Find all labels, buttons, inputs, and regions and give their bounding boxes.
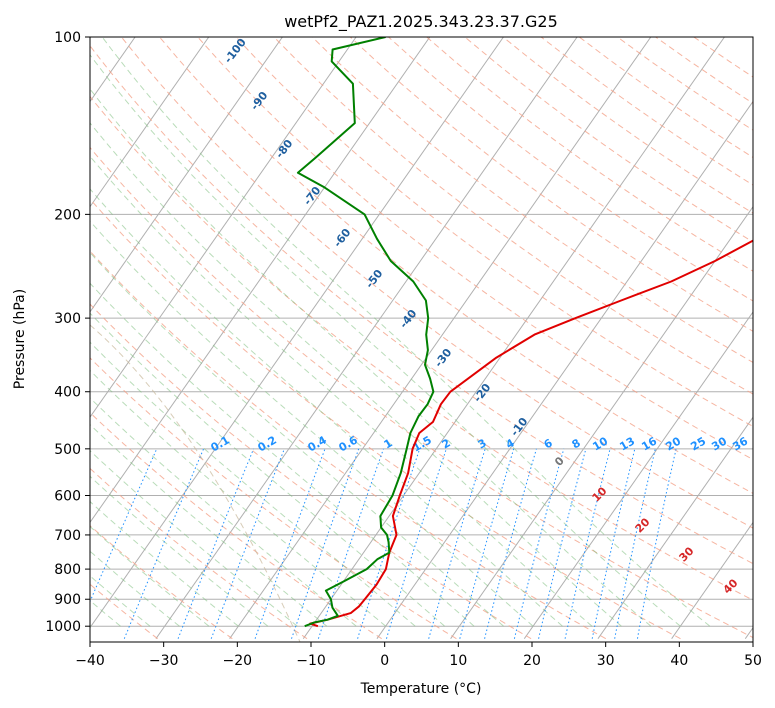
dry-adiabat-line bbox=[90, 303, 532, 640]
dry-adiabat-line bbox=[90, 250, 607, 640]
dry-adiabat-line bbox=[90, 467, 308, 640]
mixing-ratio-line bbox=[357, 448, 421, 639]
temperature-profile bbox=[309, 239, 753, 628]
x-tick-label: −40 bbox=[75, 653, 105, 669]
y-tick-label: 500 bbox=[54, 442, 81, 458]
moist-adiabat-line bbox=[90, 220, 534, 627]
moist-adiabat-line bbox=[90, 188, 563, 627]
moist-adiabat-line bbox=[90, 341, 416, 627]
dry-adiabat-line bbox=[197, 37, 753, 461]
y-axis-label: Pressure (hPa) bbox=[12, 289, 28, 389]
y-tick-label: 1000 bbox=[45, 619, 81, 635]
dry-adiabat-line bbox=[90, 45, 753, 565]
mixing-ratio-line bbox=[317, 448, 384, 639]
x-tick-label: 10 bbox=[449, 653, 467, 669]
x-tick-label: 50 bbox=[744, 653, 762, 669]
isotherm-line bbox=[229, 37, 652, 639]
moist-adiabat-line bbox=[90, 251, 504, 627]
isotherm-line bbox=[671, 521, 753, 639]
x-tick-label: 30 bbox=[597, 653, 615, 669]
y-tick-label: 200 bbox=[54, 207, 81, 223]
mixing-ratio-line bbox=[177, 448, 255, 639]
mixing-ratio-line bbox=[210, 448, 285, 639]
x-tick-label: −20 bbox=[223, 653, 253, 669]
mixing-ratio-line bbox=[484, 448, 537, 639]
dry-adiabat-line bbox=[235, 37, 753, 427]
mixing-ratio-line bbox=[90, 448, 158, 603]
y-tick-label: 100 bbox=[54, 30, 81, 46]
x-tick-label: 0 bbox=[380, 653, 389, 669]
moist-adiabat-line bbox=[90, 54, 681, 627]
moist-adiabat-line bbox=[101, 37, 711, 627]
isotherm-line bbox=[90, 37, 504, 629]
dry-adiabat-line bbox=[349, 37, 753, 332]
isotherm-line bbox=[90, 37, 357, 419]
x-tick-label: 40 bbox=[670, 653, 688, 669]
dry-adiabat-line bbox=[90, 146, 753, 639]
dry-adiabat-line bbox=[90, 198, 681, 640]
isotherm-line bbox=[597, 416, 753, 639]
dewpoint-profile bbox=[296, 37, 435, 628]
reference-curve bbox=[90, 324, 301, 642]
moist-adiabat-line bbox=[90, 312, 445, 627]
chart-title: wetPf2_PAZ1.2025.343.23.37.G25 bbox=[284, 12, 558, 32]
isotherm-line bbox=[376, 100, 753, 639]
dry-adiabat-line bbox=[90, 95, 753, 601]
mixing-ratio-line bbox=[459, 448, 515, 639]
mixing-ratio-line bbox=[123, 448, 205, 639]
moist-adiabat-line bbox=[90, 155, 593, 627]
isotherm-line bbox=[155, 37, 578, 639]
y-tick-label: 300 bbox=[54, 311, 81, 327]
y-tick-label: 700 bbox=[54, 528, 81, 544]
dry-adiabat-line bbox=[159, 37, 753, 494]
moist-adiabat-line bbox=[90, 88, 652, 627]
moist-adiabat-line bbox=[90, 575, 151, 627]
y-tick-label: 600 bbox=[54, 488, 81, 504]
moist-adiabat-line bbox=[90, 525, 210, 627]
moist-adiabat-line bbox=[90, 397, 357, 627]
y-tick-label: 900 bbox=[54, 592, 81, 608]
x-tick-label: 20 bbox=[523, 653, 541, 669]
dry-adiabat-line bbox=[121, 37, 753, 529]
y-tick-label: 800 bbox=[54, 562, 81, 578]
y-tick-label: 400 bbox=[54, 385, 81, 401]
moist-adiabat-line bbox=[90, 282, 475, 627]
isotherm-line bbox=[90, 37, 283, 313]
x-axis-label: Temperature (°C) bbox=[360, 681, 482, 697]
moist-adiabat-line bbox=[90, 423, 328, 627]
mixing-ratio-line bbox=[254, 448, 326, 639]
isotherm-line bbox=[90, 37, 210, 208]
dry-adiabat-line bbox=[90, 357, 457, 640]
x-tick-label: −10 bbox=[296, 653, 326, 669]
dry-adiabat-line bbox=[388, 37, 753, 302]
moist-adiabat-line bbox=[90, 550, 180, 627]
mixing-ratio-line bbox=[386, 448, 447, 639]
isotherm-line bbox=[90, 37, 431, 524]
moist-adiabat-line bbox=[90, 122, 622, 627]
plot-frame bbox=[89, 36, 754, 643]
mixing-ratio-line bbox=[428, 448, 486, 639]
mixing-ratio-line bbox=[513, 448, 565, 639]
x-tick-label: −30 bbox=[149, 653, 179, 669]
isotherm-line bbox=[450, 205, 753, 639]
dry-adiabat-line bbox=[90, 411, 382, 640]
mixing-ratio-line bbox=[291, 448, 360, 639]
isotherm-line bbox=[523, 311, 753, 639]
